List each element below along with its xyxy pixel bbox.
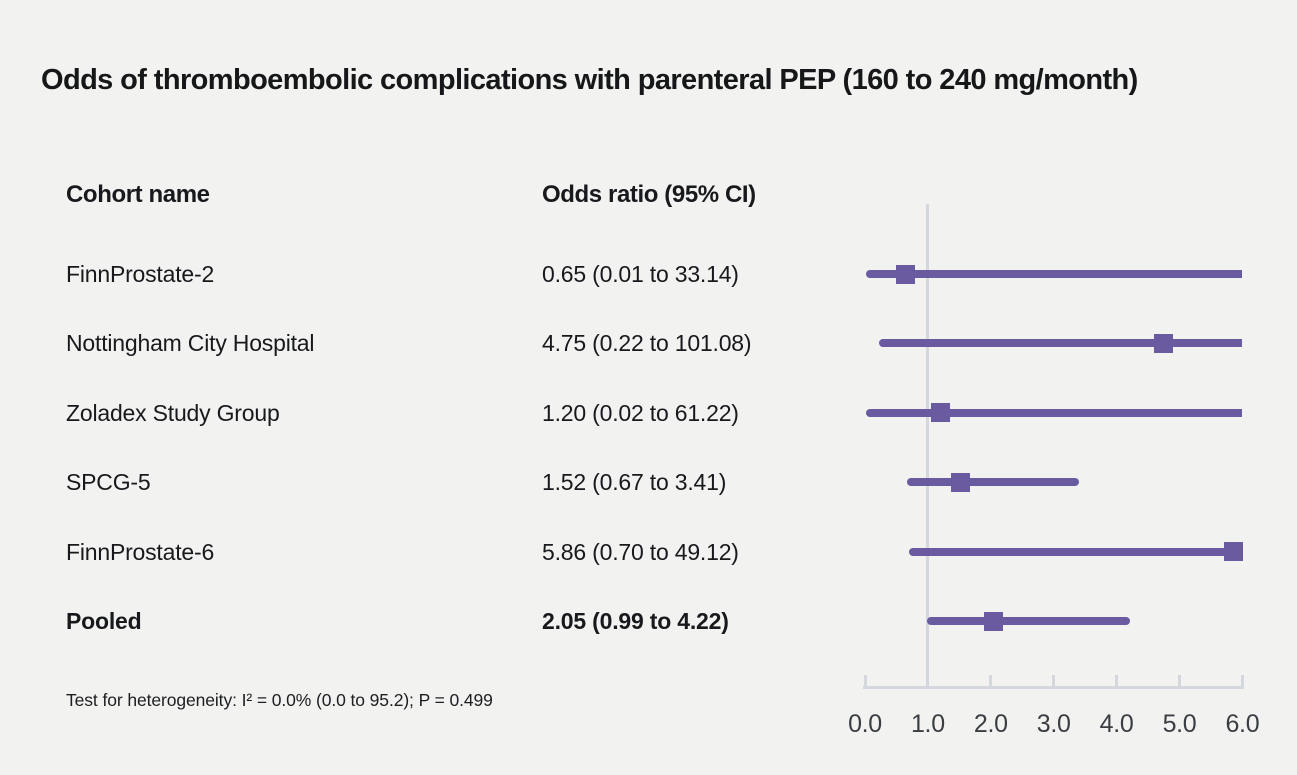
odds-ratio-marker xyxy=(930,403,950,423)
odds-ratio-label: 5.86 (0.70 to 49.12) xyxy=(542,538,739,565)
column-header-odds-ratio: Odds ratio (95% CI) xyxy=(542,181,756,208)
x-axis-tick-label: 5.0 xyxy=(1162,710,1197,738)
cohort-label: Nottingham City Hospital xyxy=(66,330,315,357)
cohort-label: FinnProstate-2 xyxy=(66,261,215,287)
cohort-label: SPCG-5 xyxy=(66,469,151,496)
x-axis-tick-label: 0.0 xyxy=(848,710,882,738)
x-axis-tick-label: 2.0 xyxy=(973,710,1008,738)
confidence-interval-line xyxy=(909,547,1243,556)
odds-ratio-marker xyxy=(896,264,916,284)
confidence-interval-line xyxy=(865,270,1243,278)
cohort-label: FinnProstate-6 xyxy=(66,538,215,565)
x-axis-tick xyxy=(1240,675,1244,686)
x-axis-tick xyxy=(1052,675,1056,686)
x-axis-tick-label: 4.0 xyxy=(1099,710,1134,738)
odds-ratio-label: 1.52 (0.67 to 3.41) xyxy=(542,469,727,496)
x-axis-tick xyxy=(1115,675,1119,686)
x-axis-tick xyxy=(989,675,993,686)
x-axis-tick-label: 3.0 xyxy=(1036,710,1071,738)
confidence-interval-line xyxy=(866,408,1243,417)
figure-title: Odds of thromboembolic complications wit… xyxy=(41,64,1138,96)
cohort-label: Pooled xyxy=(66,608,142,634)
cohort-label: Zoladex Study Group xyxy=(66,399,280,426)
confidence-interval-line xyxy=(878,339,1243,348)
x-axis-tick xyxy=(1178,675,1181,686)
odds-ratio-marker xyxy=(951,472,971,492)
confidence-interval-line xyxy=(927,617,1131,625)
odds-ratio-label: 0.65 (0.01 to 33.14) xyxy=(542,261,739,287)
x-axis-tick-label: 1.0 xyxy=(910,710,945,738)
confidence-interval-line xyxy=(907,478,1080,487)
x-axis-line xyxy=(863,686,1245,689)
column-header-cohort: Cohort name xyxy=(66,181,210,208)
heterogeneity-footnote: Test for heterogeneity: I² = 0.0% (0.0 t… xyxy=(66,690,493,710)
odds-ratio-label: 4.75 (0.22 to 101.08) xyxy=(542,330,752,357)
odds-ratio-label: 2.05 (0.99 to 4.22) xyxy=(542,608,729,634)
odds-ratio-marker xyxy=(984,611,1004,631)
odds-ratio-marker xyxy=(1154,333,1174,353)
odds-ratio-marker xyxy=(1224,542,1244,562)
reference-line-1 xyxy=(926,204,930,686)
x-axis-tick xyxy=(863,675,867,686)
odds-ratio-label: 1.20 (0.02 to 61.22) xyxy=(542,399,739,426)
x-axis-tick-label: 6.0 xyxy=(1225,710,1260,738)
